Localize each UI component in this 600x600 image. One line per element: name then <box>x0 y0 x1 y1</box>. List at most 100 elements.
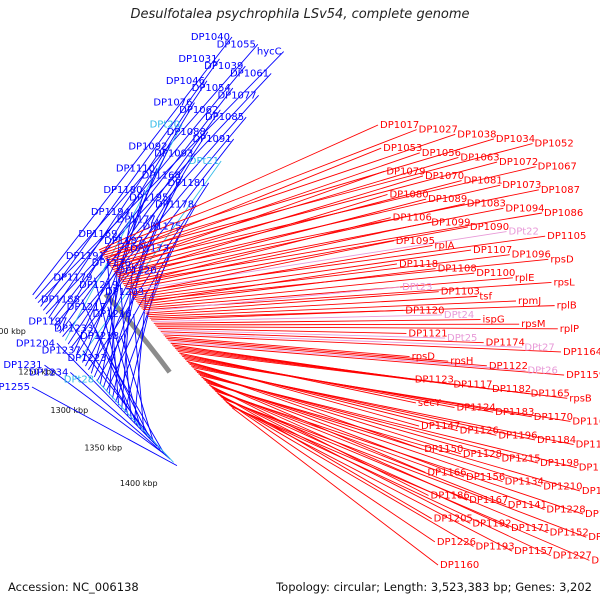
gene-label: rpsD <box>550 254 574 265</box>
leader-line <box>215 390 584 515</box>
leader-line <box>90 189 145 374</box>
leader-line <box>199 375 577 469</box>
leader-line <box>103 143 533 258</box>
gene-label: rpsB <box>569 393 592 404</box>
gene-label: DP1201 <box>582 486 600 497</box>
gene-label: DPt28 <box>64 375 94 386</box>
leader-line <box>95 379 174 463</box>
gene-label: DP1177 <box>117 214 156 225</box>
leader-line <box>117 194 388 278</box>
gene-label: DPt22 <box>509 227 539 238</box>
gene-label: DP1126 <box>460 426 499 437</box>
leader-line <box>141 277 513 309</box>
leader-line <box>219 395 510 529</box>
gene-label: DP1178 <box>155 200 194 211</box>
gene-label: DP1053 <box>383 143 422 154</box>
gene-label: DP1087 <box>541 185 580 196</box>
leader-line <box>94 328 151 440</box>
gene-label: DP1204 <box>16 338 55 349</box>
gene-label: DPt24 <box>444 310 474 321</box>
leader-line <box>120 335 155 443</box>
leader-line <box>228 404 551 557</box>
leader-line <box>160 331 484 344</box>
leader-line <box>133 314 145 433</box>
gene-label: DP1181 <box>167 178 206 189</box>
leader-line <box>125 221 430 288</box>
leader-line <box>32 36 233 296</box>
leader-line <box>137 263 398 304</box>
leader-line <box>208 384 429 496</box>
leader-line <box>148 300 517 317</box>
gene-label: DP1210 <box>543 481 582 492</box>
gene-label: DP1159 <box>566 370 600 381</box>
gene-label: rplP <box>560 324 579 335</box>
gene-label: DP1150 <box>424 444 463 455</box>
gene-label: DP1226 <box>437 537 476 548</box>
gene-label: DP1128 <box>463 449 502 460</box>
gene-label: DP1162 <box>572 416 600 427</box>
ruler-label: 1400 kbp <box>120 479 158 488</box>
gene-label: DP1147 <box>421 421 460 432</box>
gene-label: rpsL <box>553 277 575 288</box>
leader-line <box>115 184 501 274</box>
gene-label: rplA <box>434 240 454 251</box>
gene-label: DP1220 <box>117 265 156 276</box>
gene-label: rplE <box>515 273 535 284</box>
gene-label: hycC <box>257 47 282 58</box>
gene-label: DP1170 <box>534 412 573 423</box>
gene-label: DP1039 <box>204 61 243 72</box>
gene-label: DP1094 <box>505 203 544 214</box>
leader-line <box>108 161 498 265</box>
leader-line <box>166 337 449 362</box>
leader-line <box>70 138 235 349</box>
gene-label: DPt23 <box>402 282 432 293</box>
gene-label: DP1180 <box>103 185 142 196</box>
gene-label: DP1093 <box>154 149 193 160</box>
leader-line <box>98 124 379 251</box>
leader-line <box>40 58 220 307</box>
leader-line <box>56 342 158 447</box>
gene-label: DP1063 <box>460 152 499 163</box>
gene-label: DP1103 <box>441 287 480 298</box>
leader-line <box>190 365 536 441</box>
gene-label: DP1107 <box>473 245 512 256</box>
gene-label: DP1118 <box>399 259 438 270</box>
leader-line <box>224 399 436 543</box>
gene-label: DPt26 <box>527 365 557 376</box>
leader-line <box>140 272 475 307</box>
gene-label: DP1086 <box>544 208 583 219</box>
gene-label: DP1166 <box>427 467 466 478</box>
gene-label: DP1192 <box>472 518 511 529</box>
leader-line <box>120 203 465 281</box>
gene-label: DP1228 <box>546 504 585 515</box>
gene-label: DPt27 <box>524 342 554 353</box>
leader-line <box>146 295 478 316</box>
gene-label: DPt20 <box>150 120 180 131</box>
leader-line <box>153 319 481 324</box>
gene-label: DP1173 <box>130 243 169 254</box>
leader-line <box>124 217 391 286</box>
leader-line <box>108 233 120 395</box>
leader-line <box>150 309 404 321</box>
map-title: Desulfotalea psychrophila LSv54, complet… <box>130 7 470 22</box>
topology-text: Topology: circular; Length: 3,523,383 bp… <box>276 580 592 594</box>
gene-label: DP1079 <box>386 166 425 177</box>
gene-label: DPt21 <box>189 156 219 167</box>
leader-line <box>81 299 138 427</box>
gene-label: DP1187 <box>104 236 143 247</box>
gene-label: DP1120 <box>405 305 444 316</box>
right-leader-lines <box>98 124 590 566</box>
leader-line <box>128 231 507 292</box>
gene-label: DP1214 <box>585 509 600 520</box>
leader-line <box>111 170 385 269</box>
leader-line <box>134 254 510 300</box>
gene-label: DP1117 <box>453 379 492 390</box>
gene-label: DP1174 <box>486 338 525 349</box>
leader-line <box>207 382 581 492</box>
gene-label: DP1072 <box>499 157 538 168</box>
gene-label: DP1206 <box>591 555 600 566</box>
gene-label: DP1095 <box>396 236 435 247</box>
leader-line <box>59 109 221 334</box>
